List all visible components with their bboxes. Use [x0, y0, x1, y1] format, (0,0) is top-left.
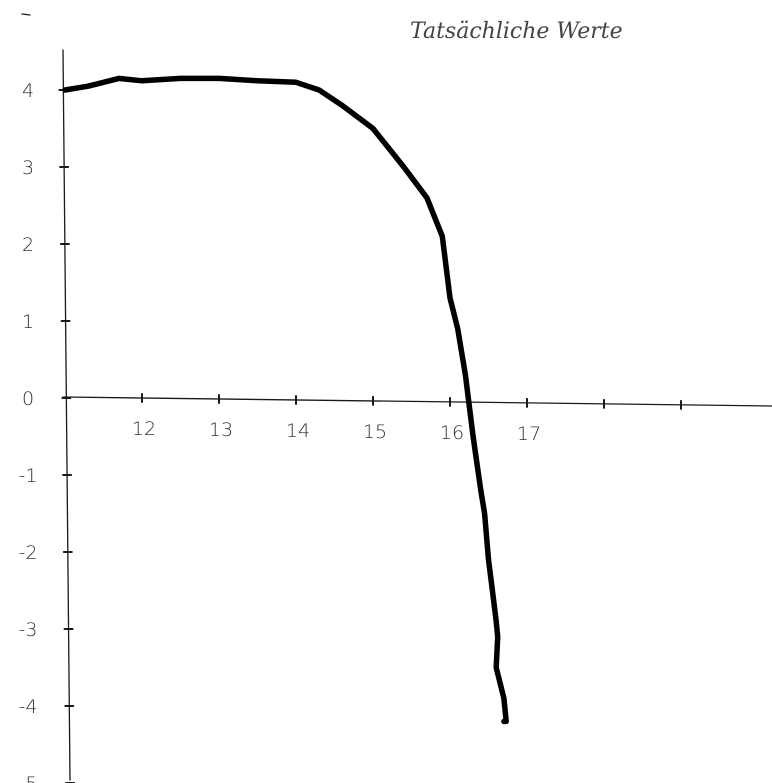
- series-group: [62, 75, 509, 725]
- y-tick-label: -3: [19, 619, 38, 641]
- y-tick-label: -4: [19, 696, 38, 718]
- x-axis: [62, 396, 772, 407]
- x-axis-ticks: 12 13 14 15 16 17: [132, 393, 682, 445]
- y-axis-top-mark: [21, 13, 31, 16]
- series-line: [62, 75, 509, 725]
- x-tick-label: 14: [286, 420, 310, 442]
- x-tick-label: 13: [209, 419, 233, 441]
- y-tick-label: 3: [22, 157, 34, 179]
- x-tick-label: 16: [440, 422, 464, 444]
- y-tick-label: 2: [22, 234, 34, 256]
- x-tick-label: 15: [363, 421, 387, 443]
- y-axis: [62, 49, 71, 781]
- x-tick-label: 12: [132, 418, 156, 440]
- y-tick-label: -5: [19, 773, 38, 783]
- chart-title: Tatsächliche Werte: [410, 19, 623, 44]
- y-tick-label: -2: [19, 542, 38, 564]
- axes: [21, 13, 772, 781]
- y-tick-label: 4: [22, 80, 34, 102]
- y-tick-label: 0: [22, 388, 34, 410]
- x-tick-label: 17: [517, 423, 541, 445]
- y-axis-ticks: 4 3 2 1 0 -1 -2 -3 -4 -5: [19, 80, 76, 783]
- y-tick-label: -1: [19, 465, 38, 487]
- y-tick-label: 1: [22, 311, 34, 333]
